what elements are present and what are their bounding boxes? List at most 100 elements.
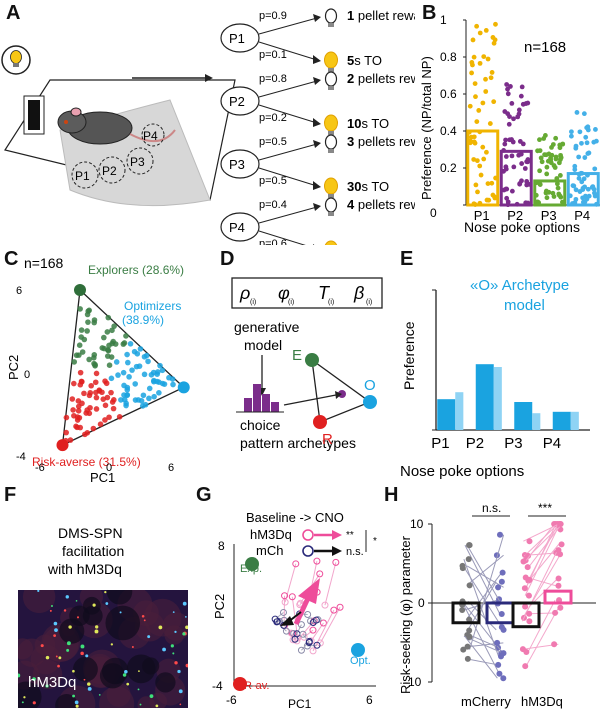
fluorescent-cell — [162, 647, 166, 652]
panel-g-ylabel: PC2 — [212, 594, 227, 619]
generative-label: generative — [234, 319, 300, 335]
data-point — [573, 145, 579, 151]
data-point — [557, 173, 563, 178]
data-point — [577, 189, 583, 194]
risk-averse-label: Risk-averse (31.5%) — [32, 455, 141, 469]
hm3dq-cno-point — [332, 558, 340, 566]
data-point — [554, 181, 560, 187]
bar-data-p3 — [532, 413, 541, 430]
tick-label: 0 — [24, 369, 30, 381]
reward-arrowhead — [313, 77, 321, 85]
data-point — [467, 103, 473, 109]
reward-arrowhead — [313, 140, 321, 148]
tissue-blob — [149, 692, 168, 708]
subject-line — [466, 554, 504, 586]
bar-p3 — [533, 179, 567, 207]
cno-point — [557, 604, 564, 611]
mch-trajectory — [310, 620, 314, 623]
data-point — [583, 193, 588, 199]
subject-line — [524, 523, 555, 562]
bar-data-p2 — [493, 367, 502, 430]
fluorescent-cell — [53, 621, 58, 626]
panel-c-n-label: n=168 — [24, 255, 64, 271]
data-point — [75, 408, 82, 414]
sig-between: * — [373, 536, 377, 547]
panel-e-title-line2: model — [504, 297, 545, 314]
data-point — [484, 149, 489, 155]
data-point — [79, 349, 86, 355]
data-point — [85, 319, 91, 325]
data-point — [576, 154, 582, 160]
data-point — [102, 402, 109, 409]
data-point — [87, 404, 93, 411]
option-node — [220, 86, 260, 116]
mch-baseline-point — [299, 630, 307, 638]
fluorescent-cell — [182, 601, 187, 606]
fluorescent-cell — [105, 602, 109, 605]
opt-label: Opt. — [350, 655, 371, 667]
baseline-point — [521, 585, 528, 592]
reward-probability: p=0.4 — [259, 199, 287, 211]
reward-text: 4 pellets reward — [347, 197, 415, 212]
panel-e-chart: «O» Archetype model P1 P2 P3 P4 Preference … — [400, 277, 590, 480]
data-point — [116, 414, 123, 420]
baseline-bar — [511, 601, 541, 629]
data-point — [555, 185, 561, 191]
bar-p2 — [499, 149, 533, 207]
data-point — [515, 114, 521, 120]
data-point — [503, 137, 508, 143]
data-point — [151, 393, 157, 400]
mch-trajectory — [316, 619, 319, 621]
data-point — [88, 382, 95, 389]
timeout-probability: p=0.2 — [259, 112, 287, 124]
reward-arrowhead — [313, 14, 321, 22]
baseline-point — [464, 655, 471, 662]
fluorescent-cell — [131, 646, 134, 649]
data-point — [576, 175, 582, 181]
panel-letter-a: A — [6, 2, 21, 24]
reward-text: 3 pellets reward — [347, 134, 415, 149]
panel-d-diagram: ρ φ T β (i) (i) (i) (i) generative model… — [231, 277, 383, 451]
panel-e-xlabel: Nose poke options — [400, 463, 524, 480]
data-point — [104, 353, 111, 359]
data-point — [157, 362, 163, 369]
bulb-on-base — [328, 131, 334, 135]
baseline-point — [466, 633, 473, 640]
param-rho: ρ — [239, 283, 250, 303]
data-point — [468, 134, 474, 140]
baseline-point — [523, 649, 530, 656]
hm3dq-cno-point — [288, 593, 296, 601]
fluorescent-cell — [66, 641, 71, 646]
data-point — [93, 370, 100, 377]
data-point — [474, 158, 480, 164]
baseline-point — [524, 564, 531, 571]
timeout-arrowhead — [313, 244, 315, 245]
bulb-on-icon — [324, 51, 338, 69]
baseline-point — [526, 538, 533, 545]
archetype-r-label: R — [322, 431, 333, 448]
baseline-point — [466, 542, 473, 549]
data-point — [145, 358, 151, 365]
data-point — [154, 378, 160, 385]
panel-h-chart: -10 0 10 Risk-seeking (φ) parameter n.s. *… — [398, 501, 596, 709]
data-point — [84, 311, 91, 318]
data-point — [120, 341, 127, 347]
bulb-on-base — [328, 68, 334, 72]
baseline-point — [526, 576, 533, 583]
data-point — [71, 412, 77, 419]
hm3dq-trajectory — [284, 563, 297, 603]
data-point — [552, 165, 558, 170]
data-point — [125, 359, 131, 366]
baseline-point — [464, 643, 471, 650]
data-point — [481, 54, 487, 60]
baseline-point — [466, 616, 473, 623]
bulb-off-base — [328, 23, 334, 27]
subject-line — [464, 598, 501, 611]
choice-label: choice — [240, 417, 281, 433]
subject-line — [527, 599, 556, 653]
data-point — [509, 100, 515, 106]
data-point — [105, 347, 112, 354]
mch-baseline-point — [282, 627, 290, 635]
data-point — [148, 372, 155, 378]
data-point — [87, 389, 94, 396]
